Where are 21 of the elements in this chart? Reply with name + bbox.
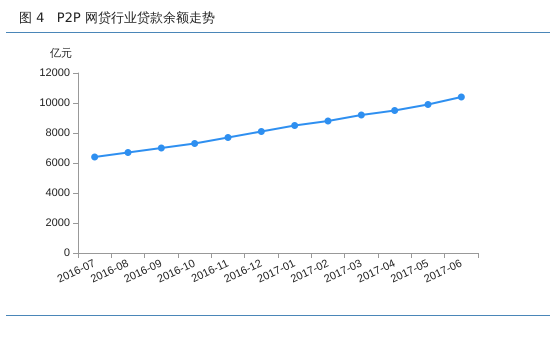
y-tick-label: 8000 bbox=[46, 127, 70, 139]
point bbox=[391, 107, 398, 114]
point bbox=[224, 134, 232, 141]
point bbox=[191, 140, 198, 147]
point bbox=[158, 144, 165, 152]
y-tick-label: 12000 bbox=[39, 67, 70, 79]
y-tick-label: 6000 bbox=[46, 157, 70, 169]
y-tick-label: 4000 bbox=[46, 187, 70, 199]
y-axis-title: 亿元 bbox=[49, 48, 72, 60]
point bbox=[324, 118, 332, 124]
point bbox=[91, 154, 98, 160]
point bbox=[358, 112, 365, 118]
y-tick-label: 0 bbox=[64, 247, 70, 259]
point bbox=[258, 128, 265, 135]
point bbox=[124, 149, 132, 156]
point bbox=[458, 94, 465, 100]
point bbox=[291, 122, 298, 129]
y-tick-label: 2000 bbox=[46, 217, 70, 229]
y-tick-label: 10000 bbox=[39, 97, 70, 109]
chart-title: 图 4 P2P 网贷行业贷款余额走势 bbox=[19, 11, 215, 26]
point bbox=[424, 101, 432, 108]
